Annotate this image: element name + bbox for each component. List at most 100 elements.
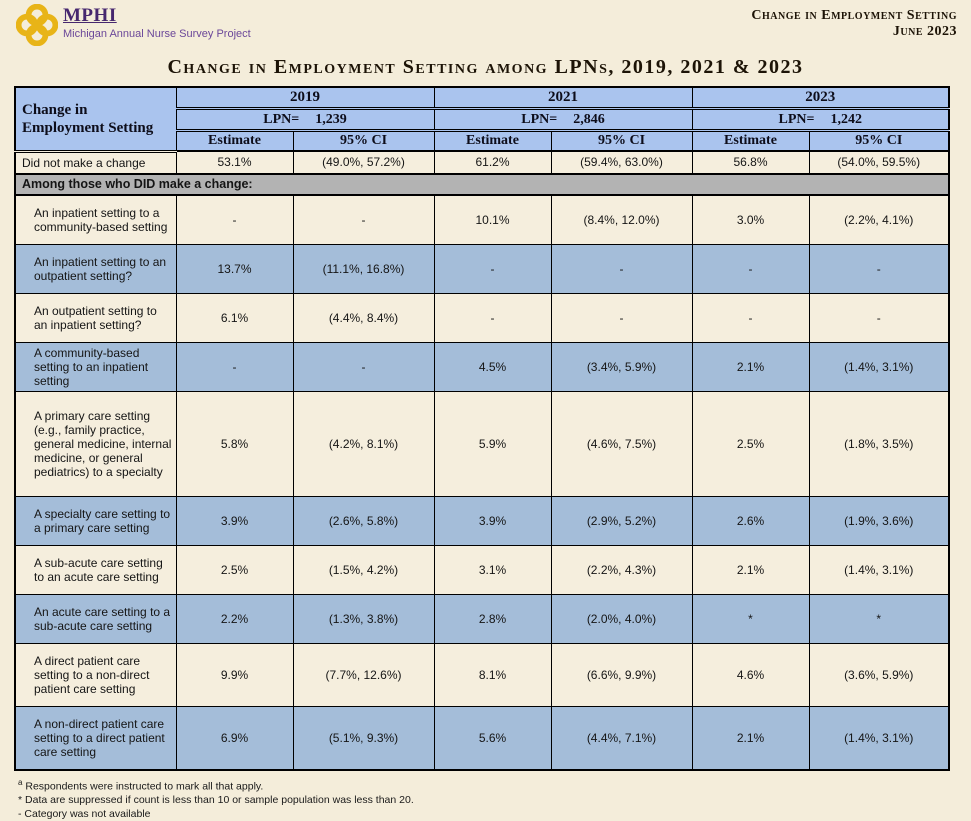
ci-header: 95% CI: [809, 131, 949, 152]
ci-cell: (11.1%, 16.8%): [293, 244, 434, 293]
brand-text: MPHI Michigan Annual Nurse Survey Projec…: [63, 4, 251, 41]
ci-cell: (1.9%, 3.6%): [809, 496, 949, 545]
page-header: MPHI Michigan Annual Nurse Survey Projec…: [0, 0, 971, 51]
estimate-cell: 56.8%: [692, 151, 809, 174]
table-row: A sub-acute care setting to an acute car…: [15, 545, 949, 594]
row-label: A non-direct patient care setting to a d…: [15, 706, 176, 770]
estimate-cell: 2.1%: [692, 545, 809, 594]
ci-cell: (2.2%, 4.3%): [551, 545, 692, 594]
estimate-header: Estimate: [692, 131, 809, 152]
ci-cell: -: [293, 195, 434, 245]
estimate-header: Estimate: [434, 131, 551, 152]
estimate-cell: 2.1%: [692, 706, 809, 770]
estimate-cell: 5.6%: [434, 706, 551, 770]
row-label: An inpatient setting to a community-base…: [15, 195, 176, 245]
ci-cell: (3.6%, 5.9%): [809, 643, 949, 706]
estimate-cell: 9.9%: [176, 643, 293, 706]
ci-cell: (1.4%, 3.1%): [809, 545, 949, 594]
ci-cell: (1.4%, 3.1%): [809, 342, 949, 391]
year-header-row: Change in Employment Setting 2019 2021 2…: [15, 87, 949, 109]
estimate-cell: 3.1%: [434, 545, 551, 594]
estimate-cell: 5.9%: [434, 391, 551, 496]
footnote-a: a Respondents were instructed to mark al…: [18, 776, 971, 794]
ci-cell: -: [809, 244, 949, 293]
footnote-asterisk: * Data are suppressed if count is less t…: [18, 794, 971, 807]
section-header-row: Among those who DID make a change:: [15, 174, 949, 195]
ci-cell: (2.0%, 4.0%): [551, 594, 692, 643]
footnote-dash: - Category was not available: [18, 808, 971, 821]
table-row: A community-based setting to an inpatien…: [15, 342, 949, 391]
row-label: Did not make a change: [15, 151, 176, 174]
ci-header: 95% CI: [293, 131, 434, 152]
section-header: Among those who DID make a change:: [15, 174, 949, 195]
estimate-cell: -: [692, 244, 809, 293]
estimate-cell: 53.1%: [176, 151, 293, 174]
estimate-cell: 4.5%: [434, 342, 551, 391]
estimate-cell: 2.6%: [692, 496, 809, 545]
table-row: An inpatient setting to a community-base…: [15, 195, 949, 245]
estimate-cell: 2.8%: [434, 594, 551, 643]
ci-cell: (2.9%, 5.2%): [551, 496, 692, 545]
table-row: An outpatient setting to an inpatient se…: [15, 293, 949, 342]
brand-name: MPHI: [63, 7, 251, 25]
year-header-2019: 2019: [176, 87, 434, 109]
estimate-cell: 3.0%: [692, 195, 809, 245]
estimate-cell: 10.1%: [434, 195, 551, 245]
table-row: Did not make a change 53.1% (49.0%, 57.2…: [15, 151, 949, 174]
estimate-cell: 13.7%: [176, 244, 293, 293]
ci-cell: (4.6%, 7.5%): [551, 391, 692, 496]
estimate-cell: -: [692, 293, 809, 342]
page-title: Change in Employment Setting among LPNs,…: [0, 56, 971, 79]
ci-cell: -: [551, 244, 692, 293]
estimate-cell: 6.9%: [176, 706, 293, 770]
estimate-cell: 6.1%: [176, 293, 293, 342]
ci-cell: (1.4%, 3.1%): [809, 706, 949, 770]
ci-cell: (1.8%, 3.5%): [809, 391, 949, 496]
table-row: A direct patient care setting to a non-d…: [15, 643, 949, 706]
row-label: A sub-acute care setting to an acute car…: [15, 545, 176, 594]
ci-cell: (7.7%, 12.6%): [293, 643, 434, 706]
estimate-cell: 3.9%: [434, 496, 551, 545]
ci-cell: (6.6%, 9.9%): [551, 643, 692, 706]
estimate-cell: 61.2%: [434, 151, 551, 174]
table-row: An acute care setting to a sub-acute car…: [15, 594, 949, 643]
estimate-cell: 5.8%: [176, 391, 293, 496]
estimate-cell: -: [176, 342, 293, 391]
lpn-count-2023: LPN=1,242: [692, 109, 949, 131]
year-header-2023: 2023: [692, 87, 949, 109]
report-name: Change in Employment Setting: [751, 8, 957, 24]
estimate-cell: 2.5%: [692, 391, 809, 496]
estimate-cell: -: [176, 195, 293, 245]
year-header-2021: 2021: [434, 87, 692, 109]
ci-cell: (3.4%, 5.9%): [551, 342, 692, 391]
ci-cell: (4.4%, 7.1%): [551, 706, 692, 770]
ci-cell: (59.4%, 63.0%): [551, 151, 692, 174]
brand-tagline: Michigan Annual Nurse Survey Project: [63, 27, 251, 41]
ci-cell: *: [809, 594, 949, 643]
table-row: An inpatient setting to an outpatient se…: [15, 244, 949, 293]
estimate-cell: -: [434, 293, 551, 342]
row-label: A direct patient care setting to a non-d…: [15, 643, 176, 706]
estimate-cell: 2.5%: [176, 545, 293, 594]
estimate-cell: 2.1%: [692, 342, 809, 391]
estimate-cell: 3.9%: [176, 496, 293, 545]
table-row: A primary care setting (e.g., family pra…: [15, 391, 949, 496]
ci-cell: (1.5%, 4.2%): [293, 545, 434, 594]
row-label: An outpatient setting to an inpatient se…: [15, 293, 176, 342]
ci-cell: (1.3%, 3.8%): [293, 594, 434, 643]
row-label: A community-based setting to an inpatien…: [15, 342, 176, 391]
footnotes: a Respondents were instructed to mark al…: [18, 776, 971, 821]
table-row: A specialty care setting to a primary ca…: [15, 496, 949, 545]
estimate-cell: -: [434, 244, 551, 293]
ci-cell: -: [293, 342, 434, 391]
row-label: A specialty care setting to a primary ca…: [15, 496, 176, 545]
ci-cell: (4.2%, 8.1%): [293, 391, 434, 496]
report-meta: Change in Employment Setting June 2023: [751, 4, 957, 40]
ci-cell: (8.4%, 12.0%): [551, 195, 692, 245]
report-date: June 2023: [751, 24, 957, 40]
ci-cell: (2.2%, 4.1%): [809, 195, 949, 245]
row-label: An acute care setting to a sub-acute car…: [15, 594, 176, 643]
ci-cell: (54.0%, 59.5%): [809, 151, 949, 174]
report-page: MPHI Michigan Annual Nurse Survey Projec…: [0, 0, 971, 764]
ci-header: 95% CI: [551, 131, 692, 152]
